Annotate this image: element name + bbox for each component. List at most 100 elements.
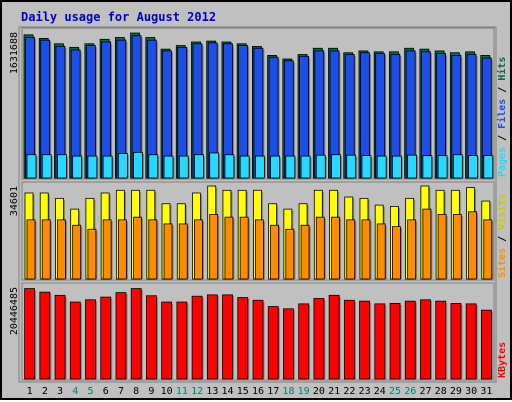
x-tick-label-8: 8 (133, 386, 139, 397)
bar-sites-day-11 (178, 223, 188, 280)
bar-kbytes-day-9 (146, 295, 157, 380)
x-tick-label-16: 16 (252, 386, 264, 397)
x-tick-label-7: 7 (118, 386, 124, 397)
bar-kbytes-day-28 (435, 300, 447, 380)
panel-hits-files-pages-ymax-label: 1631688 (9, 32, 20, 74)
panel-kbytes-legend: KBytes (497, 342, 508, 378)
bar-kbytes-day-13 (206, 294, 218, 380)
x-tick-label-6: 6 (103, 386, 109, 397)
bar-kbytes-day-6 (100, 296, 112, 380)
bar-pages-day-29 (452, 154, 463, 179)
x-tick-label-18: 18 (282, 386, 294, 397)
x-tick-label-30: 30 (465, 386, 477, 397)
x-tick-label-25: 25 (389, 386, 401, 397)
x-tick-label-19: 19 (298, 386, 310, 397)
x-tick-label-21: 21 (328, 386, 340, 397)
bar-pages-day-6 (102, 155, 113, 179)
bar-pages-day-28 (437, 155, 448, 179)
x-tick-label-17: 17 (267, 386, 279, 397)
bar-sites-day-3 (57, 219, 66, 280)
legend-part: Pages (497, 147, 508, 177)
bar-sites-day-15 (239, 216, 249, 280)
x-tick-label-23: 23 (359, 386, 371, 397)
chart-title: Daily usage for August 2012 (21, 10, 216, 24)
x-tick-label-22: 22 (343, 386, 355, 397)
bar-pages-day-12 (194, 154, 204, 179)
plot-outer-border (18, 26, 497, 383)
bar-sites-day-2 (41, 219, 51, 280)
bar-sites-day-29 (452, 214, 462, 280)
bar-kbytes-day-14 (222, 294, 233, 380)
bar-kbytes-day-16 (252, 299, 264, 380)
legend-part: Hits (496, 57, 508, 81)
x-tick-label-27: 27 (419, 386, 431, 397)
bar-kbytes-day-24 (374, 303, 386, 380)
x-tick-label-28: 28 (435, 386, 447, 397)
bar-kbytes-day-15 (237, 297, 249, 380)
bar-sites-day-19 (300, 224, 310, 280)
bar-kbytes-day-23 (359, 300, 370, 380)
bar-pages-day-17 (270, 155, 281, 179)
bar-kbytes-day-8 (130, 288, 142, 380)
bar-kbytes-day-29 (450, 303, 462, 380)
bar-sites-day-20 (315, 216, 325, 280)
bar-pages-day-19 (300, 155, 311, 179)
bar-sites-day-8 (133, 216, 142, 280)
x-tick-label-15: 15 (237, 386, 249, 397)
bar-kbytes-day-3 (54, 294, 66, 380)
bar-kbytes-day-20 (313, 298, 325, 380)
bar-sites-day-23 (361, 219, 371, 280)
bar-pages-day-15 (239, 155, 250, 179)
bar-pages-day-5 (87, 155, 98, 179)
bar-pages-day-22 (346, 154, 357, 179)
legend-part: / (497, 129, 508, 147)
bar-pages-day-31 (483, 155, 494, 179)
bar-sites-day-5 (87, 228, 97, 280)
bar-sites-day-17 (270, 224, 280, 280)
bar-kbytes-day-25 (389, 303, 401, 380)
x-tick-label-4: 4 (72, 386, 78, 397)
legend-part: / (497, 230, 508, 248)
bar-pages-day-27 (422, 155, 433, 179)
panel-visits-sites-legend: Sites / Visits (496, 194, 508, 278)
bar-sites-day-12 (194, 219, 203, 280)
legend-part: Visits (496, 194, 508, 230)
bar-pages-day-1 (26, 154, 37, 179)
bar-sites-day-7 (117, 219, 127, 280)
x-tick-label-24: 24 (374, 386, 386, 397)
bar-sites-day-24 (376, 223, 386, 280)
legend-part: KBytes (497, 342, 508, 378)
bar-pages-day-8 (133, 152, 143, 179)
bar-pages-day-24 (376, 155, 387, 179)
chart-text: Daily usage for August 2012 1631688 Pages… (9, 10, 508, 397)
bar-sites-day-26 (407, 219, 417, 280)
bar-sites-day-1 (26, 219, 36, 280)
bar-pages-day-11 (178, 155, 189, 179)
bar-kbytes-day-12 (191, 295, 203, 380)
bar-kbytes-day-11 (176, 301, 188, 380)
panel-visits-sites-ymax-label: 34601 (9, 186, 20, 216)
bar-sites-day-10 (163, 223, 173, 280)
bar-pages-day-2 (41, 154, 52, 179)
x-tick-label-20: 20 (313, 386, 325, 397)
bar-pages-day-25 (392, 155, 402, 179)
bar-kbytes-day-21 (328, 294, 340, 380)
bar-pages-day-23 (361, 155, 372, 179)
x-tick-label-31: 31 (480, 386, 492, 397)
bar-pages-day-21 (331, 154, 341, 179)
x-tick-label-13: 13 (206, 386, 218, 397)
bar-sites-day-9 (148, 219, 158, 280)
bar-pages-day-4 (72, 155, 83, 179)
bar-pages-day-13 (209, 152, 220, 179)
x-tick-label-9: 9 (148, 386, 154, 397)
bar-sites-day-21 (331, 216, 340, 280)
bar-kbytes-day-19 (298, 303, 310, 380)
chart-bars (23, 32, 495, 380)
bar-kbytes-day-18 (283, 308, 294, 380)
bar-pages-day-18 (285, 155, 296, 179)
bar-sites-day-18 (285, 228, 295, 280)
bar-kbytes-day-27 (420, 299, 431, 380)
x-tick-label-1: 1 (27, 386, 33, 397)
bar-sites-day-28 (437, 214, 447, 280)
panel-hits-files-pages-legend: Pages / Files / Hits (496, 57, 508, 177)
